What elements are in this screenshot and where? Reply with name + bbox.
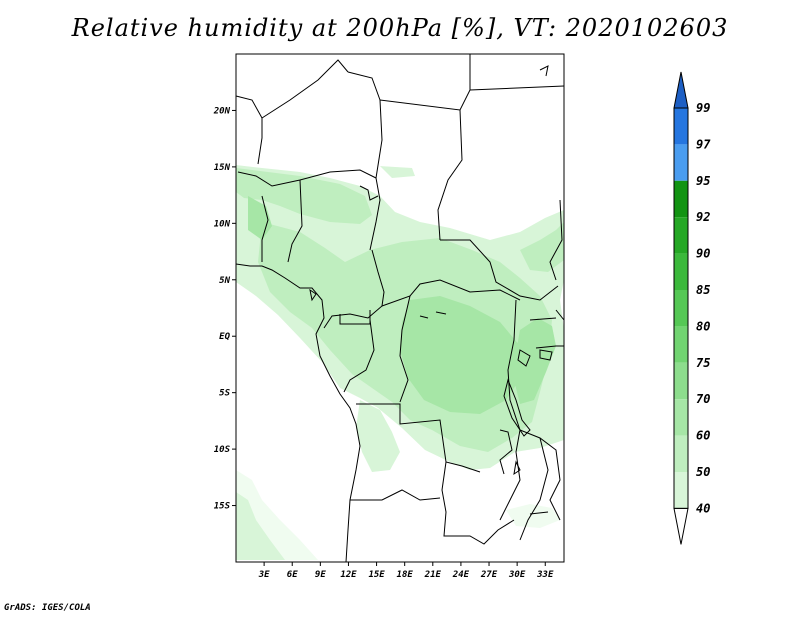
humidity-region-north-patch	[380, 166, 415, 178]
lon-label: 30E	[508, 570, 526, 580]
lon-label: 15E	[368, 570, 385, 580]
lat-label: 15S	[214, 502, 231, 512]
colorbar: 99 97 95 92 90 85 80 75 70 60 50 40	[673, 71, 711, 545]
colorbar-segment	[674, 472, 688, 509]
colorbar-segment	[674, 253, 688, 290]
lat-label: 10N	[214, 219, 231, 229]
lat-label: 20N	[213, 106, 231, 116]
colorbar-label: 40	[696, 501, 710, 515]
lon-label: 12E	[340, 570, 357, 580]
colorbar-segment	[674, 435, 688, 472]
humidity-region-southwest-strip-inner	[236, 492, 285, 560]
colorbar-segment	[674, 362, 688, 400]
lon-label: 27E	[480, 570, 498, 580]
colorbar-segment	[674, 399, 688, 436]
colorbar-label: 92	[696, 210, 710, 224]
lat-label: 5S	[219, 389, 230, 399]
colorbar-segment	[674, 326, 688, 363]
humidity-region-angola	[356, 400, 400, 472]
longitude-axis: 3E 6E 9E 12E 15E 18E 21E 24E 27E 30E 33E	[258, 562, 554, 580]
humidity-region-east-lakes	[514, 318, 556, 404]
humidity-region-sahel-band	[236, 168, 372, 224]
map-frame	[235, 53, 565, 563]
colorbar-label: 90	[696, 247, 710, 261]
lon-label: 18E	[397, 570, 414, 580]
lon-label: 33E	[536, 570, 554, 580]
lon-label: 6E	[287, 570, 298, 580]
colorbar-label: 95	[696, 174, 710, 188]
lat-label: 5N	[219, 276, 230, 286]
colorbar-segment	[674, 108, 688, 145]
colorbar-label: 50	[696, 465, 710, 479]
colorbar-segment	[674, 144, 688, 181]
colorbar-label: 85	[696, 283, 710, 297]
colorbar-label: 75	[696, 356, 710, 370]
humidity-field	[236, 165, 564, 560]
lat-label: 15N	[214, 163, 231, 173]
colorbar-label: 60	[696, 429, 710, 443]
lon-label: 9E	[315, 570, 326, 580]
colorbar-top-arrow	[673, 71, 689, 109]
humidity-region-congo-inner	[400, 296, 522, 414]
colorbar-segment	[674, 217, 688, 254]
chart-title: Relative humidity at 200hPa [%], VT: 202…	[71, 14, 729, 42]
colorbar-label: 80	[696, 319, 710, 333]
colorbar-label: 99	[696, 101, 710, 115]
humidity-region-coast-blob	[248, 196, 272, 240]
lon-label: 21E	[424, 570, 442, 580]
map-area: 20N 15N 10N 5N EQ 5S 10S 15S 3E 6E 9E 12E 15E 18E 21E…	[213, 53, 565, 580]
colorbar-segment	[674, 290, 688, 327]
colorbar-label: 70	[696, 392, 710, 406]
latitude-axis: 20N 15N 10N 5N EQ 5S 10S 15S	[213, 106, 236, 512]
lon-label: 3E	[258, 570, 270, 580]
lon-label: 24E	[452, 570, 470, 580]
colorbar-label: 97	[696, 137, 711, 151]
lat-label: EQ	[219, 332, 230, 342]
humidity-region-east-patch	[520, 222, 564, 272]
humidity-region-south-patch	[506, 504, 560, 528]
lat-label: 10S	[214, 445, 231, 455]
lakes	[309, 288, 553, 437]
colorbar-outline	[673, 107, 689, 509]
colorbar-segment	[674, 180, 688, 218]
credit-text: GrADS: IGES/COLA	[4, 603, 91, 613]
country-borders	[235, 54, 565, 563]
colorbar-bottom-arrow	[673, 507, 689, 545]
